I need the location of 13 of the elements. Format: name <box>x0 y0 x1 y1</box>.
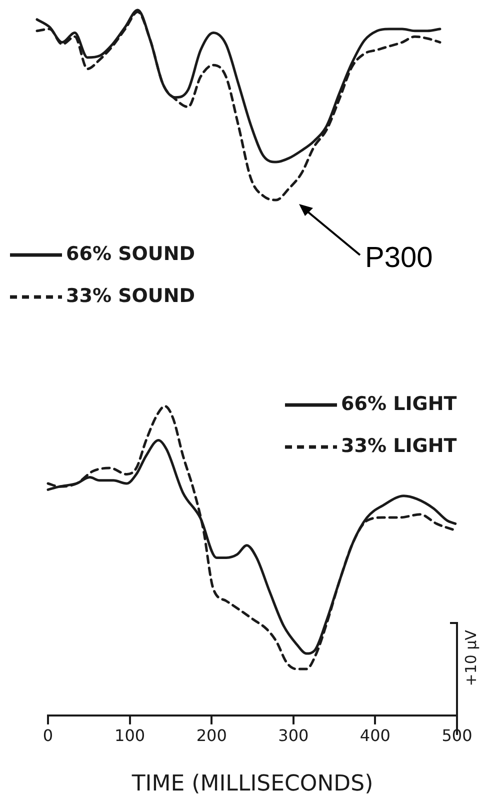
x-tick-label: 100 <box>114 726 146 746</box>
x-tick-label: 300 <box>278 726 309 746</box>
legend-label: 66% LIGHT <box>341 393 457 415</box>
x-axis-title: TIME (MILLISECONDS) <box>130 772 374 797</box>
legend-label: 33% LIGHT <box>341 435 457 457</box>
legend-label: 33% SOUND <box>66 285 196 307</box>
x-tick-label: 0 <box>42 726 54 746</box>
x-tick-label: 500 <box>442 726 472 746</box>
legend-label: 66% SOUND <box>66 243 196 265</box>
x-tick-label: 200 <box>196 726 227 746</box>
text: +10 µV <box>462 630 480 686</box>
x-tick-label: 400 <box>360 726 390 746</box>
text: P300 <box>365 242 433 275</box>
